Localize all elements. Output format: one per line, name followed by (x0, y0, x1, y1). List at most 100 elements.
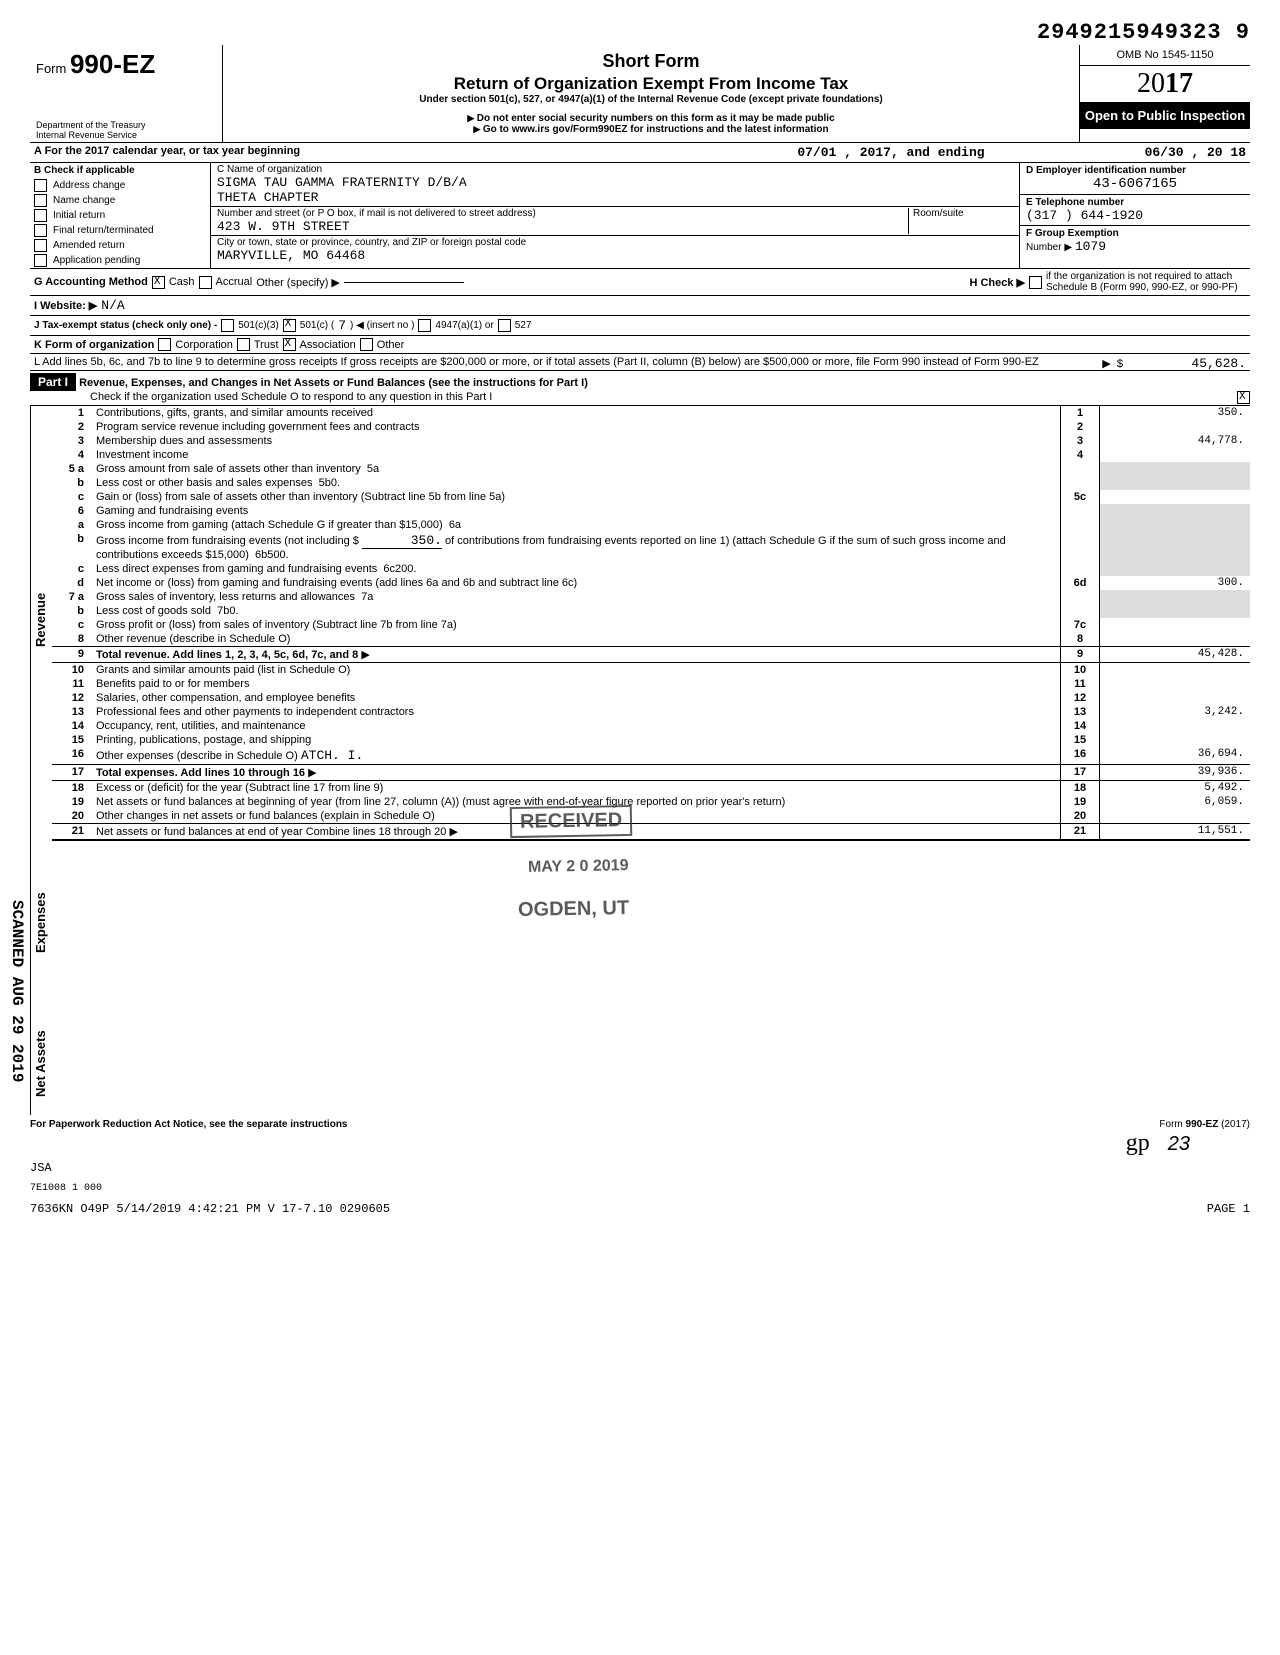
chk-schedule-o[interactable] (1237, 391, 1250, 404)
year-suffix: 17 (1165, 68, 1193, 99)
line-7b-amt: 0. (229, 605, 238, 617)
line-15-amt (1100, 733, 1251, 747)
lbl-association: Association (300, 339, 356, 351)
501c-number: 7 (338, 318, 346, 333)
row-g-label: G Accounting Method (34, 276, 148, 288)
row-b-label: B Check if applicable (30, 163, 210, 178)
line-21-desc: Net assets or fund balances at end of ye… (96, 826, 446, 838)
row-a-label: A For the 2017 calendar year, or tax yea… (34, 145, 300, 160)
part-i-title: Revenue, Expenses, and Changes in Net As… (79, 377, 588, 389)
addr-label: Number and street (or P O box, if mail i… (217, 208, 908, 219)
lbl-insert-no: ) ◀ (insert no ) (350, 320, 414, 331)
gross-receipts: 45,628. (1126, 356, 1246, 371)
ein: 43-6067165 (1026, 176, 1244, 192)
line-6a-desc: Gross income from gaming (attach Schedul… (96, 519, 443, 531)
line-16-amt: 36,694. (1100, 747, 1251, 765)
form-footer: Form 990-EZ (2017) (1159, 1119, 1250, 1130)
atch-note: ATCH. I. (301, 748, 363, 763)
chk-application-pending[interactable] (34, 254, 47, 267)
chk-501c3[interactable] (221, 319, 234, 332)
line-7a-desc: Gross sales of inventory, less returns a… (96, 591, 355, 603)
pra-notice: For Paperwork Reduction Act Notice, see … (30, 1119, 348, 1130)
note-ssn: Do not enter social security numbers on … (233, 113, 1069, 124)
chk-name-change[interactable] (34, 194, 47, 207)
line-15-desc: Printing, publications, postage, and shi… (96, 734, 311, 746)
line-18-amt: 5,492. (1100, 781, 1251, 796)
line-17-amt: 39,936. (1100, 765, 1251, 781)
chk-final-return[interactable] (34, 224, 47, 237)
stamp-scanned: SCANNED AUG 29 2019 (8, 900, 26, 1082)
line-6-desc: Gaming and fundraising events (96, 505, 248, 517)
chk-address-change[interactable] (34, 179, 47, 192)
row-f-label: F Group Exemption (1026, 228, 1119, 239)
jsa: JSA (30, 1157, 1250, 1179)
stamp-ogden: OGDEN, UT (510, 895, 638, 924)
lbl-cash: Cash (169, 276, 195, 288)
chk-cash[interactable] (152, 276, 165, 289)
chk-initial-return[interactable] (34, 209, 47, 222)
lbl-corporation: Corporation (175, 339, 232, 351)
line-12-amt (1100, 691, 1251, 705)
line-11-amt (1100, 677, 1251, 691)
row-k-label: K Form of organization (34, 339, 154, 351)
line-13-desc: Professional fees and other payments to … (96, 706, 414, 718)
group-exemption: 1079 (1075, 239, 1106, 254)
chk-accrual[interactable] (199, 276, 212, 289)
lbl-name-change: Name change (53, 195, 115, 206)
row-h-label: H Check ▶ (969, 276, 1025, 289)
stamp-date: MAY 2 0 2019 (520, 855, 637, 879)
room-suite-label: Room/suite (908, 208, 1013, 234)
chk-other-org[interactable] (360, 338, 373, 351)
chk-trust[interactable] (237, 338, 250, 351)
city-label: City or town, state or province, country… (217, 237, 1013, 248)
line-3-desc: Membership dues and assessments (96, 435, 272, 447)
row-e-label: E Telephone number (1026, 197, 1244, 208)
chk-schedule-b[interactable] (1029, 276, 1042, 289)
row-l-text: L Add lines 5b, 6c, and 7b to line 9 to … (34, 356, 1039, 368)
line-9-desc: Total revenue. Add lines 1, 2, 3, 4, 5c,… (96, 649, 358, 661)
website: N/A (101, 298, 124, 313)
lbl-501c: 501(c) ( (300, 320, 334, 331)
lbl-application-pending: Application pending (53, 255, 140, 266)
chk-4947[interactable] (418, 319, 431, 332)
street-address: 423 W. 9TH STREET (217, 219, 908, 234)
line-16-desc: Other expenses (describe in Schedule O) (96, 750, 298, 762)
form-number: 990-EZ (70, 49, 155, 79)
line-6b-contrib: 350. (362, 533, 442, 549)
chk-527[interactable] (498, 319, 511, 332)
signature-num: 23 (1168, 1133, 1190, 1155)
lbl-trust: Trust (254, 339, 279, 351)
document-number: 2949215949323 9 (30, 20, 1250, 45)
row-c-label: C Name of organization (217, 164, 1013, 175)
line-12-desc: Salaries, other compensation, and employ… (96, 692, 355, 704)
side-net-assets: Net Assets (30, 1012, 52, 1115)
lbl-4947: 4947(a)(1) or (435, 320, 493, 331)
part-i-badge: Part I (30, 373, 76, 391)
line-7b-desc: Less cost of goods sold (96, 605, 211, 617)
lbl-501c3: 501(c)(3) (238, 320, 279, 331)
chk-association[interactable] (283, 338, 296, 351)
row-i-label: I Website: ▶ (34, 299, 97, 312)
line-4-amt (1100, 448, 1251, 462)
chk-501c[interactable] (283, 319, 296, 332)
side-expenses: Expenses (30, 834, 52, 1012)
line-6b-pre: Gross income from fundraising events (no… (96, 535, 359, 547)
line-6d-amt: 300. (1100, 576, 1251, 590)
line-5c-desc: Gain or (loss) from sale of assets other… (96, 491, 505, 503)
row-d-label: D Employer identification number (1026, 165, 1244, 176)
year-prefix: 20 (1137, 68, 1165, 99)
line-6c-desc: Less direct expenses from gaming and fun… (96, 563, 377, 575)
line-8-desc: Other revenue (describe in Schedule O) (96, 633, 290, 645)
code: 7E1008 1 000 (30, 1179, 1250, 1198)
line-2-desc: Program service revenue including govern… (96, 421, 419, 433)
line-2-amt (1100, 420, 1251, 434)
dept-irs: Internal Revenue Service (36, 130, 216, 140)
title-short-form: Short Form (233, 51, 1069, 72)
line-1-desc: Contributions, gifts, grants, and simila… (96, 407, 373, 419)
period-begin: 07/01 , 2017, and ending (797, 145, 984, 160)
chk-amended-return[interactable] (34, 239, 47, 252)
line-13-amt: 3,242. (1100, 705, 1251, 719)
line-7c-desc: Gross profit or (loss) from sales of inv… (96, 619, 457, 631)
note-website: Go to www.irs gov/Form990EZ for instruct… (233, 124, 1069, 135)
chk-corporation[interactable] (158, 338, 171, 351)
